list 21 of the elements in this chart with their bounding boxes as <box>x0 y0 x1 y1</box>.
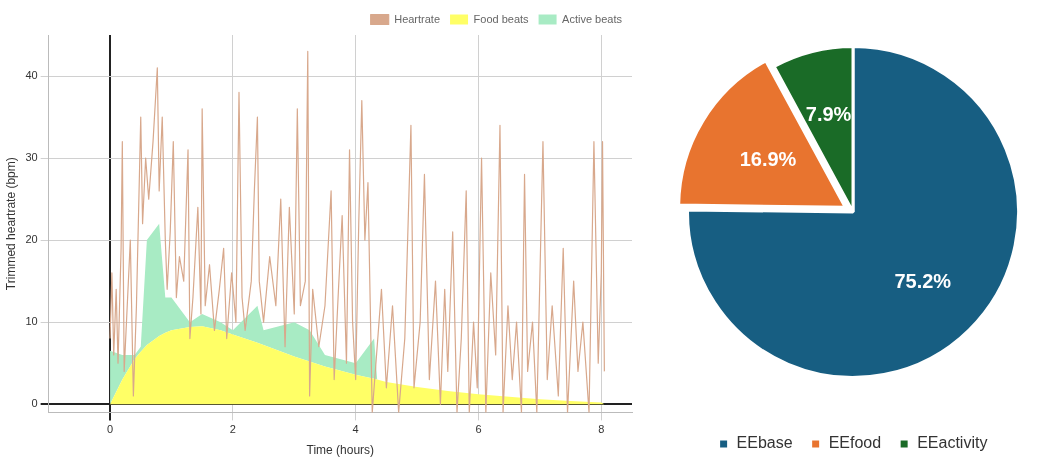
y-axis-title: Trimmed heartrate (bpm) <box>3 157 18 291</box>
y-tick-label: 30 <box>25 151 38 164</box>
legend-label: Active beats <box>562 12 623 25</box>
legend-label: EEfood <box>828 434 882 452</box>
y-tick-label: 20 <box>25 233 38 246</box>
legend-label: Heartrate <box>394 12 441 25</box>
x-tick-label: 4 <box>352 423 359 436</box>
legend-label: EEbase <box>736 434 793 452</box>
legend-label: EEactivity <box>917 434 988 452</box>
data-label: 75.2% <box>894 270 952 293</box>
x-tick-label: 2 <box>229 423 236 436</box>
y-tick-label: 40 <box>25 69 38 82</box>
y-tick-label: 10 <box>25 315 38 328</box>
y-tick-label: 0 <box>31 397 38 410</box>
x-tick-label: 6 <box>475 423 482 436</box>
data-label: 16.9% <box>739 148 797 171</box>
legend-label: Food beats <box>473 12 530 25</box>
x-tick-label: 8 <box>598 423 605 436</box>
data-label: 7.9% <box>805 103 852 126</box>
x-axis-title: Time (hours) <box>306 443 375 458</box>
x-tick-label: 0 <box>106 423 114 436</box>
